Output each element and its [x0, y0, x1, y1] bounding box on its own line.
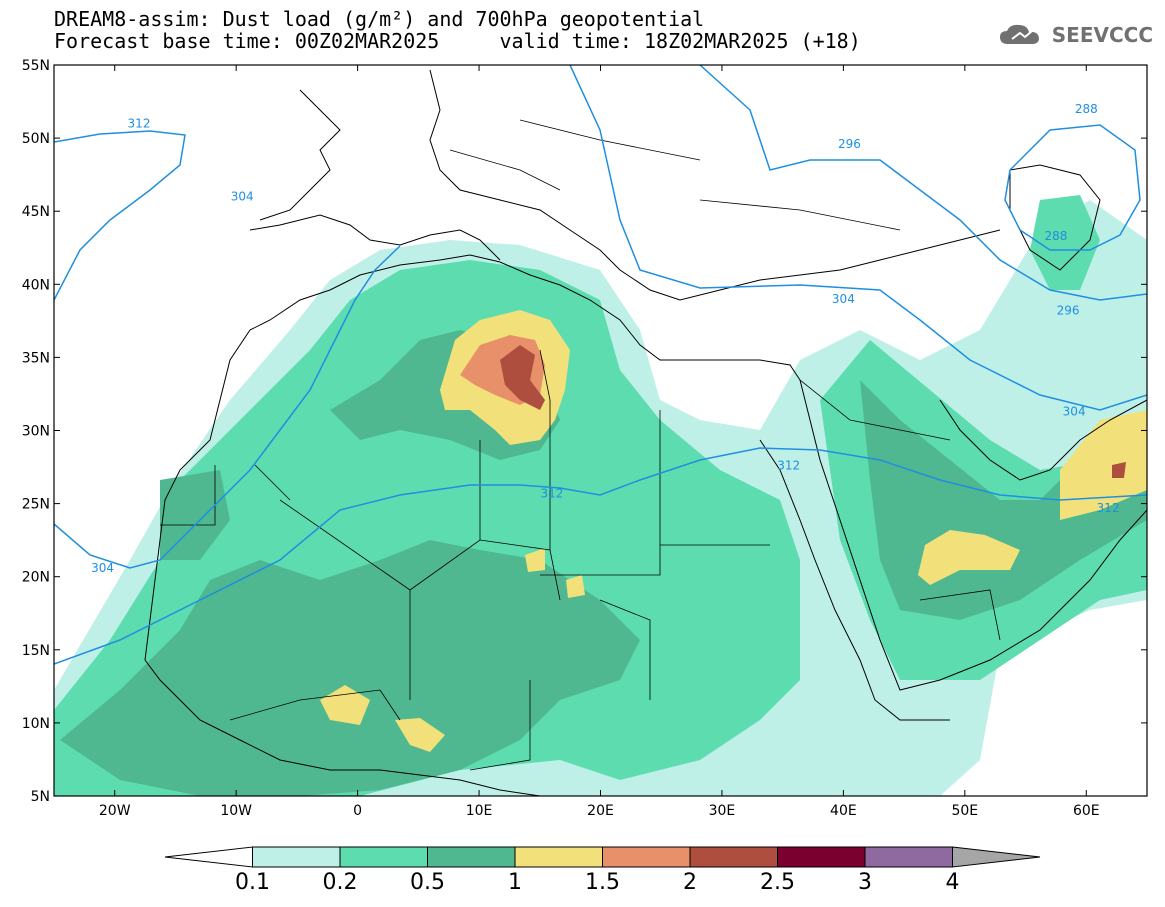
contour-label: 304	[231, 190, 254, 204]
colorbar-min-arrow	[164, 846, 253, 868]
contour-label: 312	[540, 486, 563, 500]
lat-tick-label: 10N	[22, 716, 50, 732]
contour-label: 312	[1097, 501, 1120, 515]
contour-label: 312	[777, 459, 800, 473]
lon-tick-label: 30E	[709, 803, 736, 819]
colorbar-label: 0.1	[235, 870, 270, 895]
dust-layer	[54, 195, 1147, 796]
lat-tick-label: 55N	[22, 58, 50, 74]
colorbar-label: 4	[946, 870, 960, 895]
lat-tick-label: 5N	[31, 789, 50, 805]
lat-tick-label: 45N	[22, 204, 50, 220]
lon-tick-label: 20W	[99, 803, 131, 819]
colorbar-swatch	[689, 846, 778, 868]
colorbar-swatch	[864, 846, 953, 868]
colorbar-label: 0.5	[410, 870, 445, 895]
lat-tick-label: 15N	[22, 643, 50, 659]
logo-text: SEEVCCC	[1051, 23, 1153, 47]
contour-label: 296	[838, 137, 861, 151]
colorbar-swatch	[339, 846, 428, 868]
contour-label: 312	[128, 116, 151, 130]
borders	[160, 119, 1001, 771]
lat-tick-label: 40N	[22, 277, 50, 293]
geopotential-contours	[54, 65, 1147, 665]
lat-tick-label: 30N	[22, 424, 50, 440]
colorbar-swatch	[427, 846, 516, 868]
lon-tick-label: 0	[353, 803, 362, 819]
lat-tick-label: 25N	[22, 497, 50, 513]
contour-label: 288	[1075, 102, 1098, 116]
map-subtitle: Forecast base time: 00Z02MAR2025 valid t…	[54, 29, 861, 53]
seevccc-logo: SEEVCCC	[998, 22, 1153, 48]
colorbar-label: 1.5	[585, 870, 620, 895]
contour-label: 304	[1063, 404, 1086, 418]
colorbar-label: 3	[858, 870, 872, 895]
lon-tick-label: 10W	[220, 803, 252, 819]
lon-tick-label: 10E	[466, 803, 493, 819]
colorbar-label: 0.2	[323, 870, 358, 895]
contour-label: 304	[91, 561, 114, 575]
lon-tick-label: 50E	[951, 803, 978, 819]
lon-tick-label: 40E	[830, 803, 857, 819]
colorbar-label: 2	[683, 870, 697, 895]
map-title: DREAM8-assim: Dust load (g/m²) and 700hP…	[54, 7, 705, 31]
cloud-icon	[999, 24, 1039, 44]
colorbar-label: 2.5	[760, 870, 795, 895]
colorbar-swatch	[602, 846, 691, 868]
lat-tick-label: 50N	[22, 131, 50, 147]
contour-label: 296	[1057, 304, 1080, 318]
colorbar-swatch	[777, 846, 866, 868]
contour-label: 304	[832, 292, 855, 306]
lat-tick-label: 20N	[22, 570, 50, 586]
lon-tick-label: 20E	[587, 803, 614, 819]
colorbar-label: 1	[508, 870, 522, 895]
colorbar-swatch	[252, 846, 341, 868]
colorbar-swatch	[514, 846, 603, 868]
colorbar: 0.1 0.2 0.5 1 1.5 2 2.5 3 4	[164, 846, 1041, 895]
lon-tick-label: 60E	[1073, 803, 1100, 819]
axis-ticks: 55N 50N 45N 40N 35N 30N 25N 20N 15N 10N 5N 20W 10W 0 1…	[22, 58, 1147, 819]
contour-label: 288	[1044, 229, 1067, 243]
colorbar-max-arrow	[952, 846, 1041, 868]
lat-tick-label: 35N	[22, 350, 50, 366]
contour-labels: 312 304 296 288 288 296 304 304 312 312 312 304	[91, 102, 1120, 575]
